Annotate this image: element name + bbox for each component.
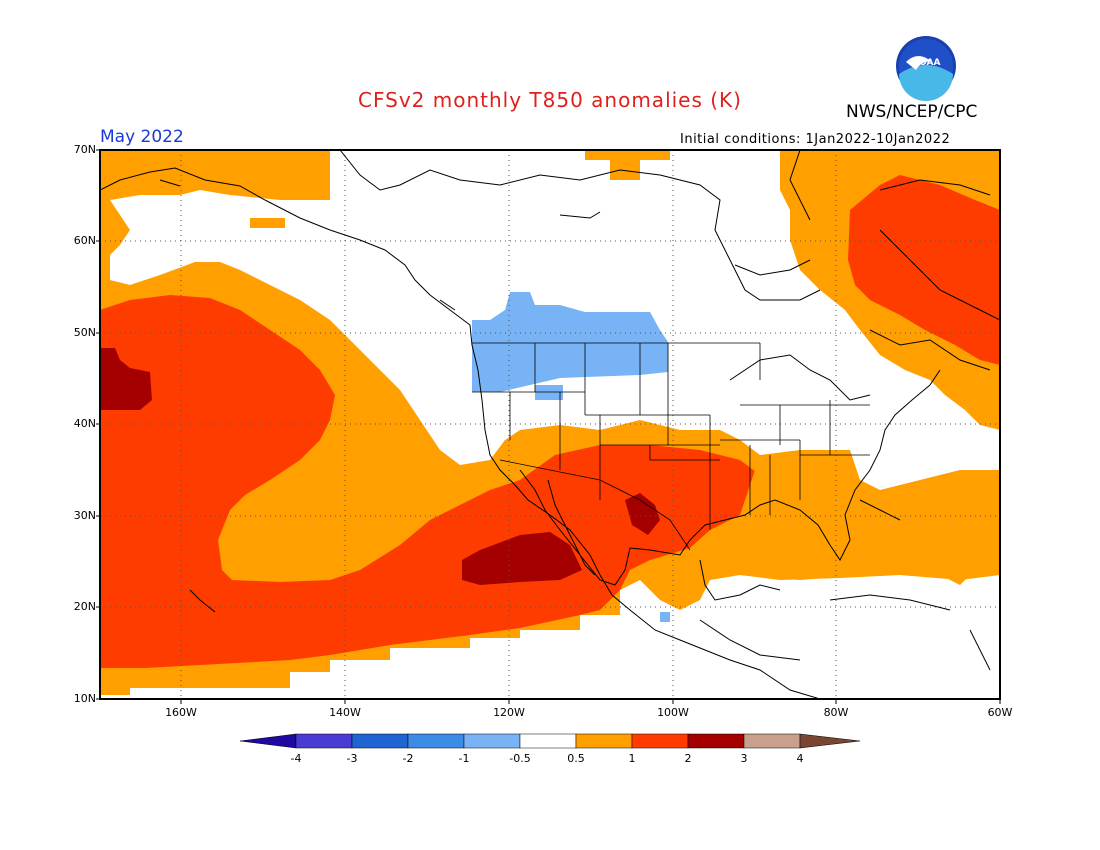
colorbar xyxy=(239,733,861,749)
lat-label-20n: 20N xyxy=(73,600,96,613)
colorbar-label: 1 xyxy=(628,752,636,765)
lat-label-50n: 50N xyxy=(73,326,96,339)
axis-ticks xyxy=(96,149,1001,704)
lat-label-70n: 70N xyxy=(73,143,96,156)
colorbar-swatch-m3-m2 xyxy=(351,733,409,749)
lon-label-160w: 160W xyxy=(165,706,197,719)
colorbar-label: -0.5 xyxy=(509,752,531,765)
colorbar-swatch-05-1 xyxy=(575,733,633,749)
lon-label-60w: 60W xyxy=(987,706,1013,719)
southeast-warm-anomaly-region xyxy=(690,465,1000,580)
colorbar-swatch-neutral xyxy=(519,733,577,749)
agency-label: NWS/NCEP/CPC xyxy=(846,102,978,122)
texas-dark-red-core xyxy=(625,493,660,535)
baja-dark-red-core xyxy=(462,532,582,585)
colorbar-swatch-3-4 xyxy=(743,733,801,749)
forecast-month: May 2022 xyxy=(100,127,184,147)
colorbar-swatch-m1-m05 xyxy=(463,733,521,749)
colorbar-swatch-m4-m3 xyxy=(295,733,353,749)
northwest-cool-anomaly-region xyxy=(472,292,668,392)
colorbar-label: -4 xyxy=(290,752,302,765)
initial-conditions: Initial conditions: 1Jan2022-10Jan2022 xyxy=(680,132,951,147)
colorbar-label: 0.5 xyxy=(567,752,585,765)
colorbar-swatch-1-2 xyxy=(631,733,689,749)
lat-label-60n: 60N xyxy=(73,234,96,247)
lon-label-140w: 140W xyxy=(329,706,361,719)
colorbar-label: 4 xyxy=(796,752,804,765)
lon-label-120w: 120W xyxy=(493,706,525,719)
lon-label-80w: 80W xyxy=(823,706,849,719)
anomaly-field xyxy=(100,150,1000,699)
colorbar-swatch-2-3 xyxy=(687,733,745,749)
noaa-logo-text: NOAA xyxy=(912,58,941,68)
lat-label-30n: 30N xyxy=(73,509,96,522)
colorbar-swatch-lt-4 xyxy=(239,733,297,749)
chart-title: CFSv2 monthly T850 anomalies (K) xyxy=(358,88,742,112)
lat-label-40n: 40N xyxy=(73,417,96,430)
political-boundaries xyxy=(472,342,870,551)
canada-hot-anomaly-region xyxy=(848,175,1000,365)
lat-label-10n: 10N xyxy=(73,692,96,705)
colorbar-label: 2 xyxy=(684,752,692,765)
noaa-logo: NOAA xyxy=(896,36,956,101)
colorbar-swatch-gt-4 xyxy=(799,733,861,749)
lon-label-100w: 100W xyxy=(657,706,689,719)
colorbar-label: -3 xyxy=(346,752,358,765)
colorbar-swatch-m2-m1 xyxy=(407,733,465,749)
pacific-dark-red-core xyxy=(100,348,152,410)
colorbar-label: -2 xyxy=(402,752,414,765)
coastlines xyxy=(100,150,1000,699)
colorbar-label: -1 xyxy=(458,752,470,765)
colorbar-label: 3 xyxy=(740,752,748,765)
